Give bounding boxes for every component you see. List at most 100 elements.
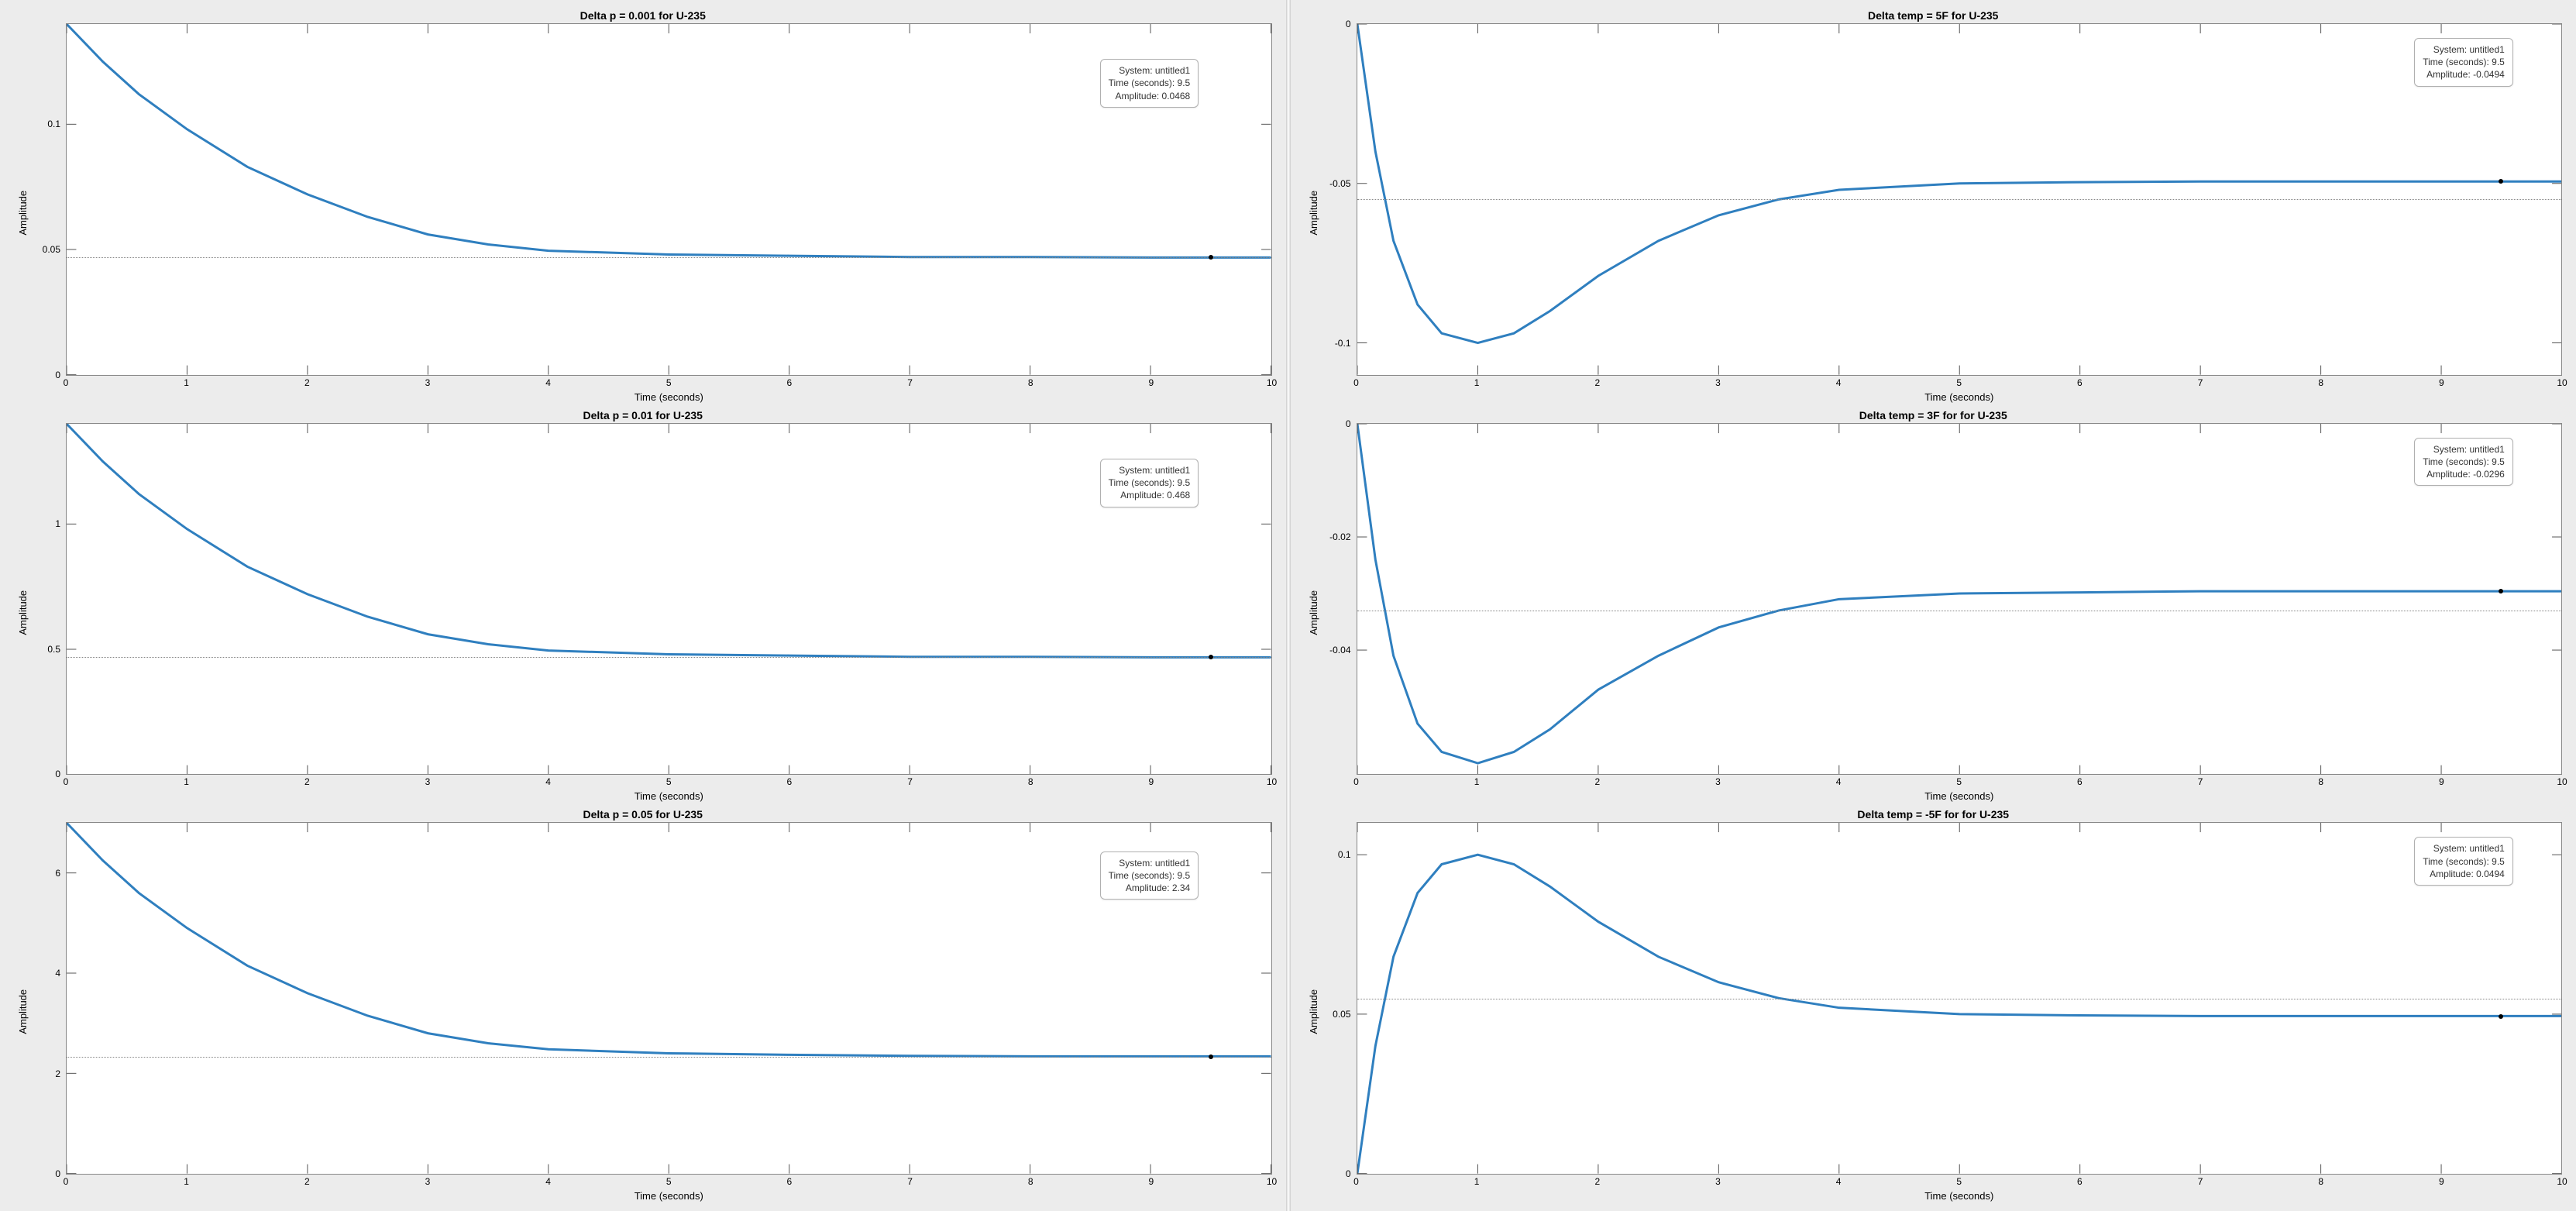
plot-area[interactable]: System: untitled1Time (seconds): 9.5Ampl… [66, 423, 1272, 776]
x-tick-label: 2 [1594, 377, 1600, 388]
x-tick-label: 8 [1028, 1176, 1033, 1187]
data-tip-tooltip[interactable]: System: untitled1Time (seconds): 9.5Ampl… [2414, 438, 2513, 487]
y-tick-label: -0.02 [1329, 532, 1350, 542]
x-tick-label: 9 [1149, 377, 1154, 388]
tooltip-time: Time (seconds): 9.5 [2423, 855, 2505, 868]
data-tip-marker[interactable] [1209, 655, 1213, 659]
steady-state-guideline [1357, 199, 2562, 200]
x-tick-label: 6 [787, 1176, 793, 1187]
x-tick-label: 3 [425, 1176, 431, 1187]
y-axis-label: Amplitude [14, 23, 29, 403]
steady-state-guideline [67, 1057, 1271, 1058]
data-tip-tooltip[interactable]: System: untitled1Time (seconds): 9.5Ampl… [1100, 59, 1199, 108]
series-line [67, 424, 1271, 657]
data-tip-tooltip[interactable]: System: untitled1Time (seconds): 9.5Ampl… [1100, 459, 1199, 507]
x-tick-label: 3 [1715, 1176, 1721, 1187]
line-plot-svg [67, 24, 1271, 375]
y-tick-labels: 00.050.1 [1320, 823, 1354, 1174]
y-axis-label: Amplitude [1305, 822, 1319, 1202]
x-tick-labels: 012345678910 [1357, 376, 2563, 390]
tooltip-system: System: untitled1 [2423, 443, 2505, 456]
x-tick-label: 3 [425, 776, 431, 787]
x-tick-label: 3 [1715, 776, 1721, 787]
tooltip-time: Time (seconds): 9.5 [1109, 77, 1191, 89]
tooltip-amplitude: Amplitude: -0.0494 [2423, 68, 2505, 81]
chart-title: Delta temp = 5F for U-235 [1868, 9, 1998, 22]
x-tick-label: 4 [545, 776, 551, 787]
x-tick-label: 7 [907, 1176, 913, 1187]
x-tick-labels: 012345678910 [1357, 1175, 2563, 1189]
data-tip-tooltip[interactable]: System: untitled1Time (seconds): 9.5Ampl… [2414, 38, 2513, 87]
chart-right-1: Delta temp = 5F for U-235AmplitudeSystem… [1305, 9, 2563, 403]
x-tick-label: 4 [545, 1176, 551, 1187]
y-tick-label: -0.05 [1329, 178, 1350, 189]
x-tick-label: 10 [1267, 377, 1277, 388]
steady-state-guideline [67, 657, 1271, 658]
tooltip-system: System: untitled1 [1109, 857, 1191, 869]
tooltip-system: System: untitled1 [2423, 842, 2505, 855]
series-line [67, 24, 1271, 257]
plot-area[interactable]: System: untitled1Time (seconds): 9.5Ampl… [66, 822, 1272, 1175]
x-tick-label: 9 [2439, 1176, 2444, 1187]
data-tip-marker[interactable] [2499, 1014, 2503, 1019]
chart-body: AmplitudeSystem: untitled1Time (seconds)… [1305, 423, 2563, 803]
chart-body: Amplitude System: untitled1Time (seconds)… [14, 822, 1272, 1202]
series-line [67, 823, 1271, 1056]
plot-area[interactable]: System: untitled1Time (seconds): 9.5Ampl… [66, 23, 1272, 376]
tooltip-amplitude: Amplitude: -0.0296 [2423, 468, 2505, 480]
x-tick-label: 10 [1267, 776, 1277, 787]
chart-body: AmplitudeSystem: untitled1Time (seconds)… [1305, 822, 2563, 1202]
plot-column: System: untitled1Time (seconds): 9.5Ampl… [29, 822, 1272, 1202]
x-axis-label: Time (seconds) [1357, 1190, 2563, 1202]
data-tip-marker[interactable] [2499, 179, 2503, 184]
chart-title: Delta p = 0.001 for U-235 [580, 9, 706, 22]
data-tip-marker[interactable] [1209, 255, 1213, 260]
y-tick-label: 2 [55, 1068, 60, 1079]
tooltip-amplitude: Amplitude: 0.0468 [1109, 90, 1191, 102]
y-tick-label: 0 [1346, 418, 1351, 429]
plot-area[interactable]: System: untitled1Time (seconds): 9.5Ampl… [1357, 23, 2563, 376]
y-tick-labels: 0246 [29, 823, 64, 1174]
y-tick-label: -0.04 [1329, 645, 1350, 655]
x-tick-label: 8 [1028, 776, 1033, 787]
x-tick-labels: 012345678910 [66, 1175, 1272, 1189]
y-tick-label: 0 [1346, 1168, 1351, 1179]
x-axis-label: Time (seconds) [1357, 790, 2563, 802]
chart-left-3: Delta p = 0.05 for U-235AmplitudeSystem:… [14, 808, 1272, 1202]
x-tick-label: 0 [64, 1176, 69, 1187]
x-tick-label: 9 [1149, 776, 1154, 787]
x-tick-label: 6 [787, 776, 793, 787]
y-tick-label: 4 [55, 968, 60, 979]
x-tick-label: 7 [2198, 1176, 2203, 1187]
chart-body: AmplitudeSystem: untitled1Time (seconds)… [14, 423, 1272, 803]
data-tip-tooltip[interactable]: System: untitled1Time (seconds): 9.5Ampl… [2414, 837, 2513, 886]
x-axis-label: Time (seconds) [66, 790, 1272, 802]
chart-body: AmplitudeSystem: untitled1Time (seconds)… [1305, 23, 2563, 403]
figure-container: Delta p = 0.001 for U-235 Amplitude System… [0, 0, 2576, 1211]
tooltip-amplitude: Amplitude: 0.0494 [2423, 868, 2505, 880]
x-tick-label: 4 [1836, 377, 1842, 388]
y-tick-labels: 00.51 [29, 424, 64, 775]
plot-area[interactable]: System: untitled1Time (seconds): 9.5Ampl… [1357, 423, 2563, 776]
y-axis-label: Amplitude [1305, 423, 1319, 803]
data-tip-tooltip[interactable]: System: untitled1Time (seconds): 9.5Ampl… [1100, 851, 1199, 900]
x-tick-label: 0 [1353, 1176, 1359, 1187]
tooltip-amplitude: Amplitude: 0.468 [1109, 489, 1191, 501]
data-tip-marker[interactable] [2499, 589, 2503, 593]
x-tick-label: 0 [1353, 377, 1359, 388]
y-axis-label: Amplitude [14, 822, 29, 1202]
x-axis-label: Time (seconds) [66, 391, 1272, 403]
x-tick-label: 10 [2557, 776, 2567, 787]
plot-area[interactable]: System: untitled1Time (seconds): 9.5Ampl… [1357, 822, 2563, 1175]
x-tick-label: 8 [1028, 377, 1033, 388]
data-tip-marker[interactable] [1209, 1054, 1213, 1059]
steady-state-guideline [67, 257, 1271, 258]
x-tick-label: 7 [2198, 776, 2203, 787]
y-tick-label: 6 [55, 868, 60, 879]
x-tick-label: 1 [1474, 377, 1480, 388]
x-tick-label: 3 [425, 377, 431, 388]
x-tick-label: 6 [2077, 1176, 2082, 1187]
x-tick-label: 10 [2557, 1176, 2567, 1187]
x-tick-label: 1 [184, 1176, 189, 1187]
x-tick-labels: 012345678910 [66, 775, 1272, 789]
